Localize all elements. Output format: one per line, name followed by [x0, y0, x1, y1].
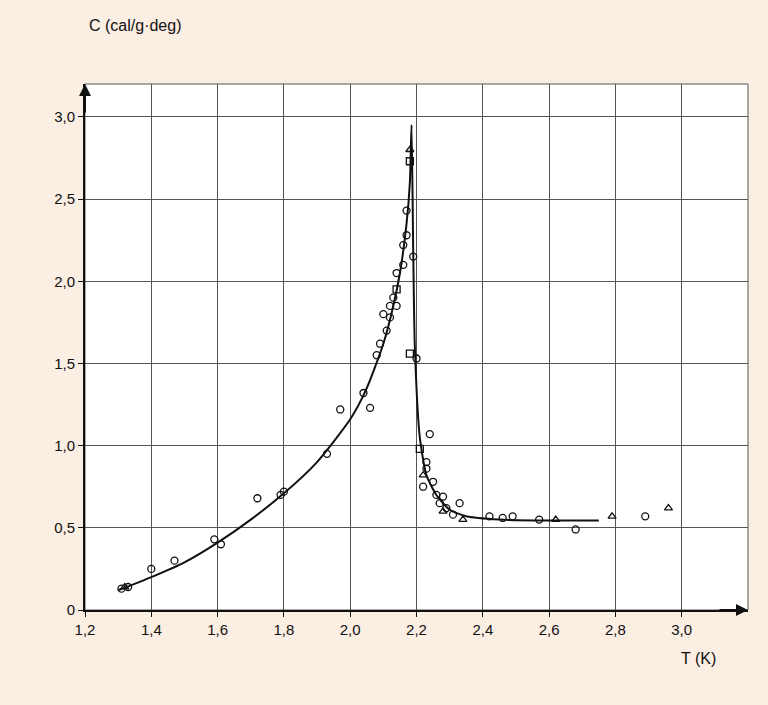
svg-text:2,0: 2,0: [54, 273, 75, 290]
svg-text:2,4: 2,4: [472, 621, 493, 638]
svg-text:T (K): T (K): [681, 650, 716, 667]
svg-text:C (cal/g·deg): C (cal/g·deg): [89, 17, 181, 34]
svg-text:1,6: 1,6: [207, 621, 228, 638]
svg-text:1,2: 1,2: [75, 621, 96, 638]
svg-text:2,8: 2,8: [605, 621, 626, 638]
svg-text:2,2: 2,2: [406, 621, 427, 638]
svg-text:0: 0: [67, 601, 75, 618]
svg-text:3,0: 3,0: [54, 108, 75, 125]
svg-text:0,5: 0,5: [54, 519, 75, 536]
svg-text:1,8: 1,8: [273, 621, 294, 638]
svg-text:1,0: 1,0: [54, 437, 75, 454]
svg-text:2,5: 2,5: [54, 190, 75, 207]
svg-text:2,6: 2,6: [539, 621, 560, 638]
svg-text:1,4: 1,4: [141, 621, 162, 638]
svg-text:2,0: 2,0: [340, 621, 361, 638]
svg-text:3,0: 3,0: [671, 621, 692, 638]
svg-text:1,5: 1,5: [54, 355, 75, 372]
